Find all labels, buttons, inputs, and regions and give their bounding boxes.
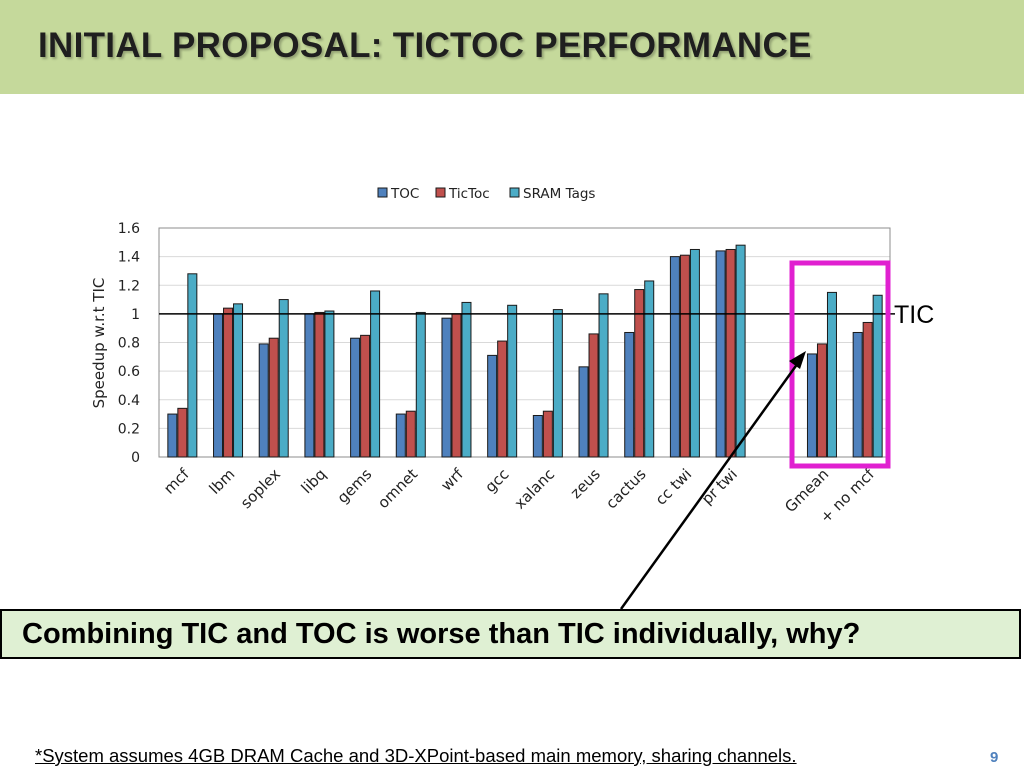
x-tick-label: mcf	[160, 465, 193, 498]
y-tick-label: 0.2	[118, 421, 140, 437]
x-tick-label: gcc	[481, 465, 512, 496]
bar-tictoc-gems	[360, 334, 371, 458]
bar-toc-gcc	[487, 354, 498, 458]
bar-tictoc-mcf	[177, 407, 188, 458]
bar-tictoc-omnet	[405, 410, 416, 458]
bar-toc-libq	[304, 313, 315, 458]
x-tick-label: lbm	[206, 465, 239, 498]
bar-tictoc-zeus	[588, 333, 599, 458]
bar-sram-tags-libq	[324, 310, 335, 458]
bar-sram-tags-gems	[370, 290, 381, 458]
y-axis-label: Speedup w.r.t TIC	[90, 278, 108, 409]
bar-sram-tags-mcf	[187, 273, 198, 458]
callout-text: Combining TIC and TOC is worse than TIC …	[22, 617, 861, 650]
x-tick-label: cc twi	[652, 465, 696, 509]
bar-tictoc-xalanc	[542, 410, 553, 458]
legend-label-tictoc: TicToc	[448, 186, 490, 202]
x-tick-label: wrf	[437, 465, 467, 495]
tic-reference-label: TIC	[894, 301, 934, 329]
y-tick-label: 1.2	[118, 278, 140, 294]
bar-sram-tags-gcc	[507, 304, 518, 458]
legend-swatch-toc	[377, 187, 388, 198]
bar-tictoc-cc-twi	[679, 254, 690, 458]
legend-swatch-tictoc	[435, 187, 446, 198]
y-tick-label: 0	[131, 450, 140, 466]
bar-sram-tags-gmean	[826, 291, 837, 458]
x-tick-label: zeus	[567, 465, 604, 502]
bar-tictoc-gmean	[816, 343, 827, 458]
bar-sram-tags-cc-twi	[689, 248, 700, 458]
legend-swatch-sram-tags	[509, 187, 520, 198]
x-tick-label: xalanc	[511, 465, 559, 513]
callout-arrow	[619, 362, 800, 609]
footnote: *System assumes 4GB DRAM Cache and 3D-XP…	[35, 745, 797, 766]
bar-toc-lbm	[213, 313, 224, 458]
slide-title: INITIAL PROPOSAL: TICTOC PERFORMANCE	[38, 26, 812, 65]
x-tick-label: omnet	[374, 465, 421, 512]
page-number: 9	[990, 749, 999, 766]
y-tick-label: 0.4	[118, 393, 140, 409]
bar-tictoc-no-mcf	[862, 321, 873, 458]
bar-toc-cc-twi	[669, 256, 680, 458]
y-tick-label: 0.6	[118, 364, 140, 380]
bar-tictoc-gcc	[497, 340, 508, 458]
bar-toc-gmean	[806, 353, 817, 458]
y-tick-label: 1	[131, 307, 140, 323]
bar-tictoc-cactus	[634, 289, 645, 458]
bar-toc-pr-twi	[715, 250, 726, 458]
bar-toc-gems	[350, 337, 361, 458]
callout-box: Combining TIC and TOC is worse than TIC …	[0, 609, 1021, 659]
bar-sram-tags-lbm	[233, 303, 244, 458]
bar-sram-tags-omnet	[415, 311, 426, 458]
bar-sram-tags-cactus	[644, 280, 655, 458]
y-tick-label: 1.6	[118, 221, 140, 237]
bar-toc-cactus	[624, 331, 635, 458]
bar-tictoc-libq	[314, 311, 325, 458]
x-tick-label: libq	[298, 465, 330, 497]
bar-sram-tags-xalanc	[552, 309, 563, 458]
x-tick-label: gems	[334, 465, 376, 507]
legend-label-toc: TOC	[390, 186, 419, 202]
bar-sram-tags-zeus	[598, 293, 609, 458]
bar-tictoc-wrf	[451, 313, 462, 458]
bar-sram-tags-pr-twi	[735, 244, 746, 458]
bar-toc-mcf	[167, 413, 178, 458]
bar-toc-wrf	[441, 317, 452, 458]
bar-sram-tags-wrf	[461, 301, 472, 458]
bar-toc-omnet	[395, 413, 406, 458]
bar-toc-zeus	[578, 366, 589, 458]
bar-toc-xalanc	[532, 414, 543, 458]
legend-label-sram-tags: SRAM Tags	[523, 186, 595, 202]
bar-sram-tags-soplex	[278, 299, 289, 458]
bar-tictoc-pr-twi	[725, 248, 736, 458]
bar-toc-no-mcf	[852, 331, 863, 458]
tictoc-performance-chart: 0 0.2 0.4 0.6 0.8 1 1.2 1.4 1.6 Speedup w.r.t TIC…	[90, 186, 934, 609]
callout-arrowhead	[789, 351, 806, 369]
y-tick-label: 1.4	[118, 250, 140, 266]
bar-tictoc-lbm	[223, 307, 234, 458]
y-tick-label: 0.8	[118, 336, 140, 352]
slide-header: INITIAL PROPOSAL: TICTOC PERFORMANCE	[0, 0, 1024, 94]
bar-toc-soplex	[258, 343, 269, 458]
x-tick-label: soplex	[237, 465, 284, 512]
highlight-box	[789, 260, 891, 469]
x-tick-label: cactus	[602, 465, 649, 512]
bar-sram-tags-no-mcf	[872, 294, 883, 458]
bar-tictoc-soplex	[268, 337, 279, 458]
